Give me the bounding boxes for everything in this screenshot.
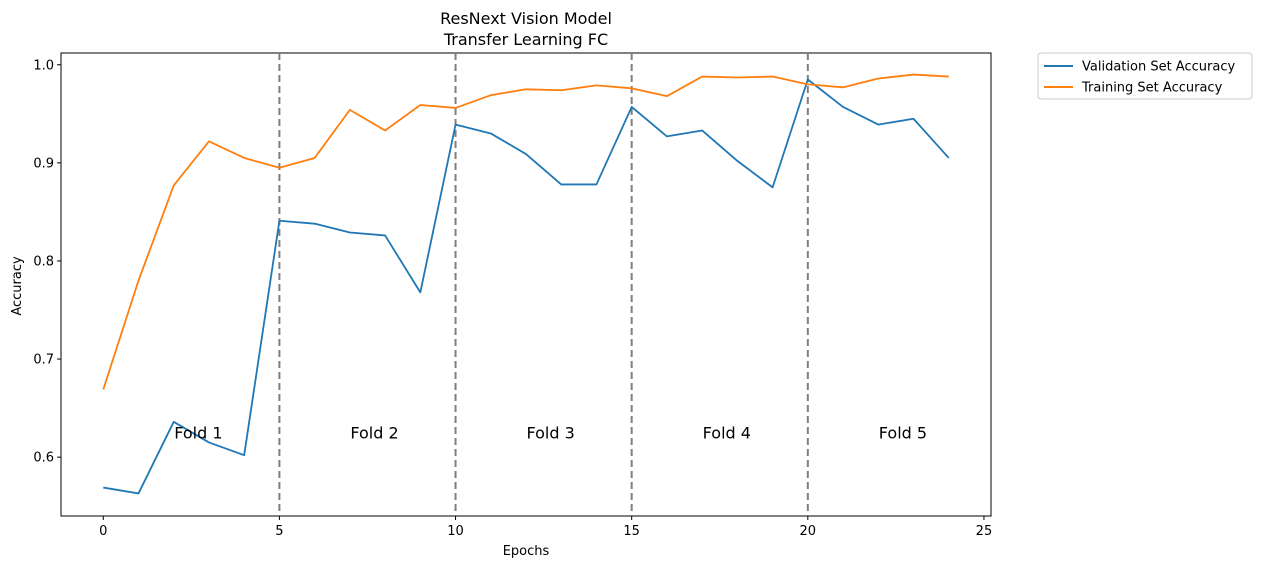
x-tick-label: 20 [800, 524, 817, 539]
x-tick-label: 5 [275, 524, 283, 539]
axes-frame [60, 52, 992, 517]
x-tick-label: 25 [976, 524, 993, 539]
legend-label: Validation Set Accuracy [1082, 60, 1235, 75]
x-axis-label: Epochs [503, 544, 550, 559]
y-tick-label: 0.8 [33, 254, 54, 269]
series-line-validation [103, 78, 950, 495]
legend-box [1037, 52, 1253, 100]
chart-title-line-2: Transfer Learning FC [443, 30, 608, 49]
legend-label: Training Set Accuracy [1081, 81, 1223, 96]
plot-area: 0 5 10 15 20 25 0.6 0.7 0.8 0.9 1.0 Fold 1 Fold 2 Fol… [33, 52, 993, 539]
x-tick-label: 15 [623, 524, 640, 539]
fold-label: Fold 1 [174, 424, 222, 443]
y-axis-label: Accuracy [10, 256, 25, 316]
y-tick-label: 0.6 [33, 451, 54, 466]
fold-label: Fold 3 [527, 424, 575, 443]
fold-label: Fold 5 [879, 424, 927, 443]
fold-label: Fold 4 [703, 424, 751, 443]
x-tick-label: 10 [447, 524, 464, 539]
series-line-training [102, 73, 949, 390]
y-tick-label: 1.0 [33, 58, 54, 73]
chart-title: ResNext Vision Model Transfer Learning F… [440, 9, 612, 49]
x-tick-label: 0 [99, 524, 107, 539]
legend: Validation Set Accuracy Training Set Accu… [1037, 52, 1253, 100]
y-tick-label: 0.7 [33, 353, 54, 368]
y-tick-label: 0.9 [33, 156, 54, 171]
fold-label: Fold 2 [350, 424, 398, 443]
chart-title-line-1: ResNext Vision Model [440, 9, 612, 28]
